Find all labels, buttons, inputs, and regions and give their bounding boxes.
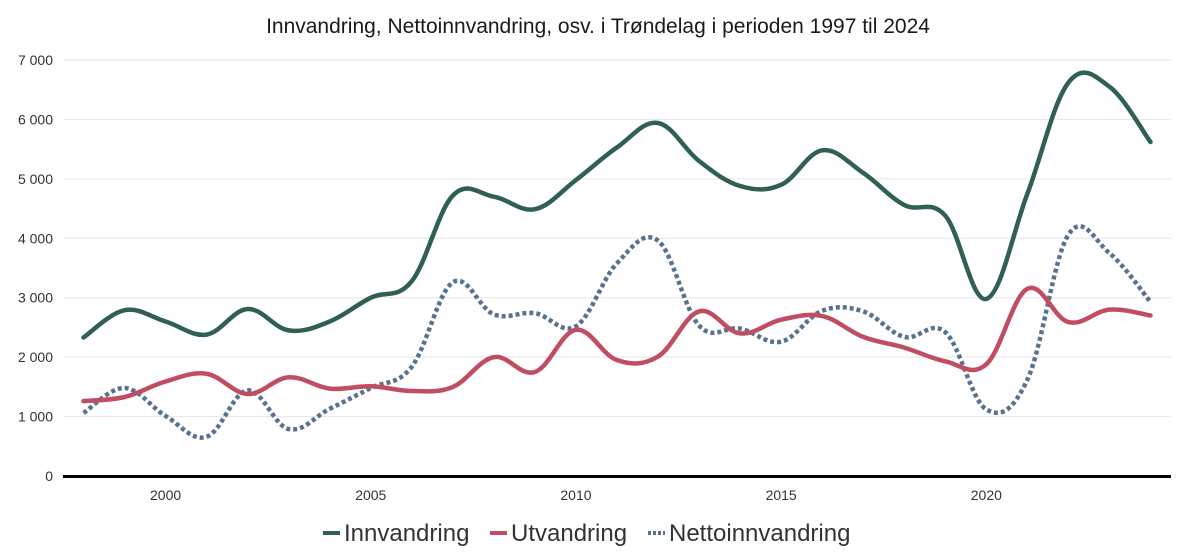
x-tick-label: 2020 [971,487,1002,503]
series-line-nettoinnvandring [82,224,1153,440]
x-tick-label: 2010 [560,487,591,503]
legend-label-utvandring: Utvandring [511,520,627,547]
y-tick-label: 2 000 [18,349,53,365]
y-tick-label: 4 000 [18,230,53,246]
y-tick-label: 1 000 [18,409,53,425]
chart-title: Innvandring, Nettoinnvandring, osv. i Tr… [266,15,930,38]
series-line-innvandring [81,70,1153,340]
y-tick-label: 7 000 [18,52,53,68]
legend-label-nettoinnvandring: Nettoinnvandring [669,520,850,547]
x-tick-label: 2015 [766,487,797,503]
series-lines [81,70,1153,440]
x-axis-tick-labels: 2000 2005 2010 2015 2020 [150,487,1002,503]
x-tick-label: 2005 [355,487,386,503]
y-tick-label: 3 000 [18,290,53,306]
y-tick-label: 0 [45,468,53,484]
gridlines [63,59,1171,418]
y-tick-label: 5 000 [18,171,53,187]
legend: Innvandring Utvandring Nettoinnvandring [323,520,850,547]
series-line-utvandring [81,285,1153,404]
y-tick-label: 6 000 [18,111,53,127]
x-tick-label: 2000 [150,487,181,503]
legend-label-innvandring: Innvandring [344,520,469,547]
y-axis-tick-labels: 0 1 000 2 000 3 000 4 000 5 000 6 000 7 000 [18,52,53,484]
